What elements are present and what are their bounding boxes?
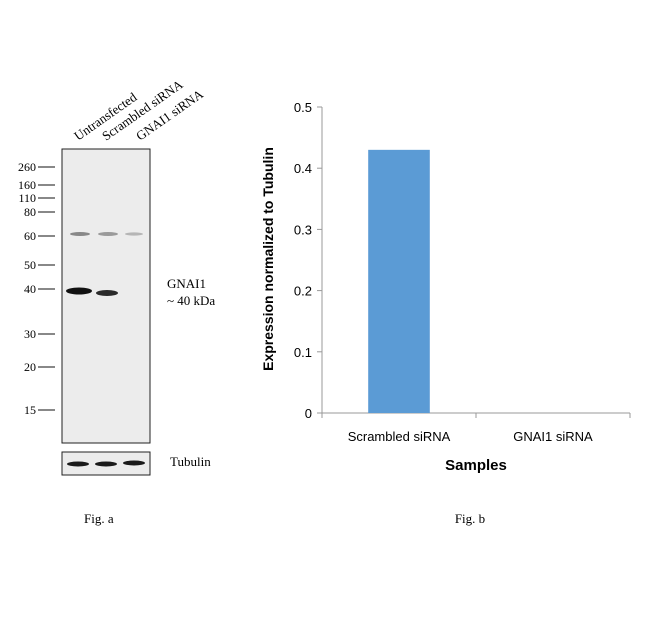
mw-marker-260: 260 [18,160,36,174]
chart-axes [317,106,631,418]
band-label-size: ~ 40 kDa [167,293,215,308]
mw-marker-15: 15 [24,403,36,417]
y-tick-label: 0.1 [294,345,312,360]
y-axis-title: Expression normalized to Tubulin [260,147,276,371]
band-60-lane1 [70,232,90,236]
tubulin-band-lane1 [67,461,89,467]
chart-bars [368,149,430,413]
y-tick-label: 0.4 [294,161,312,176]
tubulin-band-lane3 [123,460,145,466]
tubulin-label: Tubulin [170,454,211,469]
tubulin-band-lane2 [95,461,117,467]
band-label-protein: GNAI1 [167,276,206,291]
y-tick-label: 0.3 [294,222,312,237]
mw-marker-80: 80 [24,205,36,219]
x-category-label: GNAI1 siRNA [513,429,593,444]
y-tick-label: 0 [305,406,312,421]
figure-a-caption: Fig. a [84,511,114,526]
x-axis-title: Samples [445,457,507,474]
y-tick-label: 0.5 [294,100,312,115]
chart-labels: 0 0.1 0.2 0.3 0.4 0.5 Scrambled siRNA GNAI1 siR… [294,100,593,444]
bar-scrambled-sirna [368,149,430,413]
mw-marker-60: 60 [24,229,36,243]
mw-marker-30: 30 [24,327,36,341]
mw-marker-ladder: 260 160 110 80 60 50 40 30 20 15 [18,160,55,417]
mw-marker-50: 50 [24,258,36,272]
y-tick-label: 0.2 [294,284,312,299]
band-40-lane1 [66,287,92,295]
mw-marker-20: 20 [24,360,36,374]
mw-marker-110: 110 [18,191,36,205]
band-40-lane2 [96,290,118,296]
x-category-label: Scrambled siRNA [348,429,451,444]
blot-membrane [61,148,151,444]
mw-marker-160: 160 [18,178,36,192]
mw-marker-40: 40 [24,282,36,296]
band-60-lane3 [125,232,143,236]
figure-b-caption: Fig. b [455,511,485,526]
band-60-lane2 [98,232,118,236]
